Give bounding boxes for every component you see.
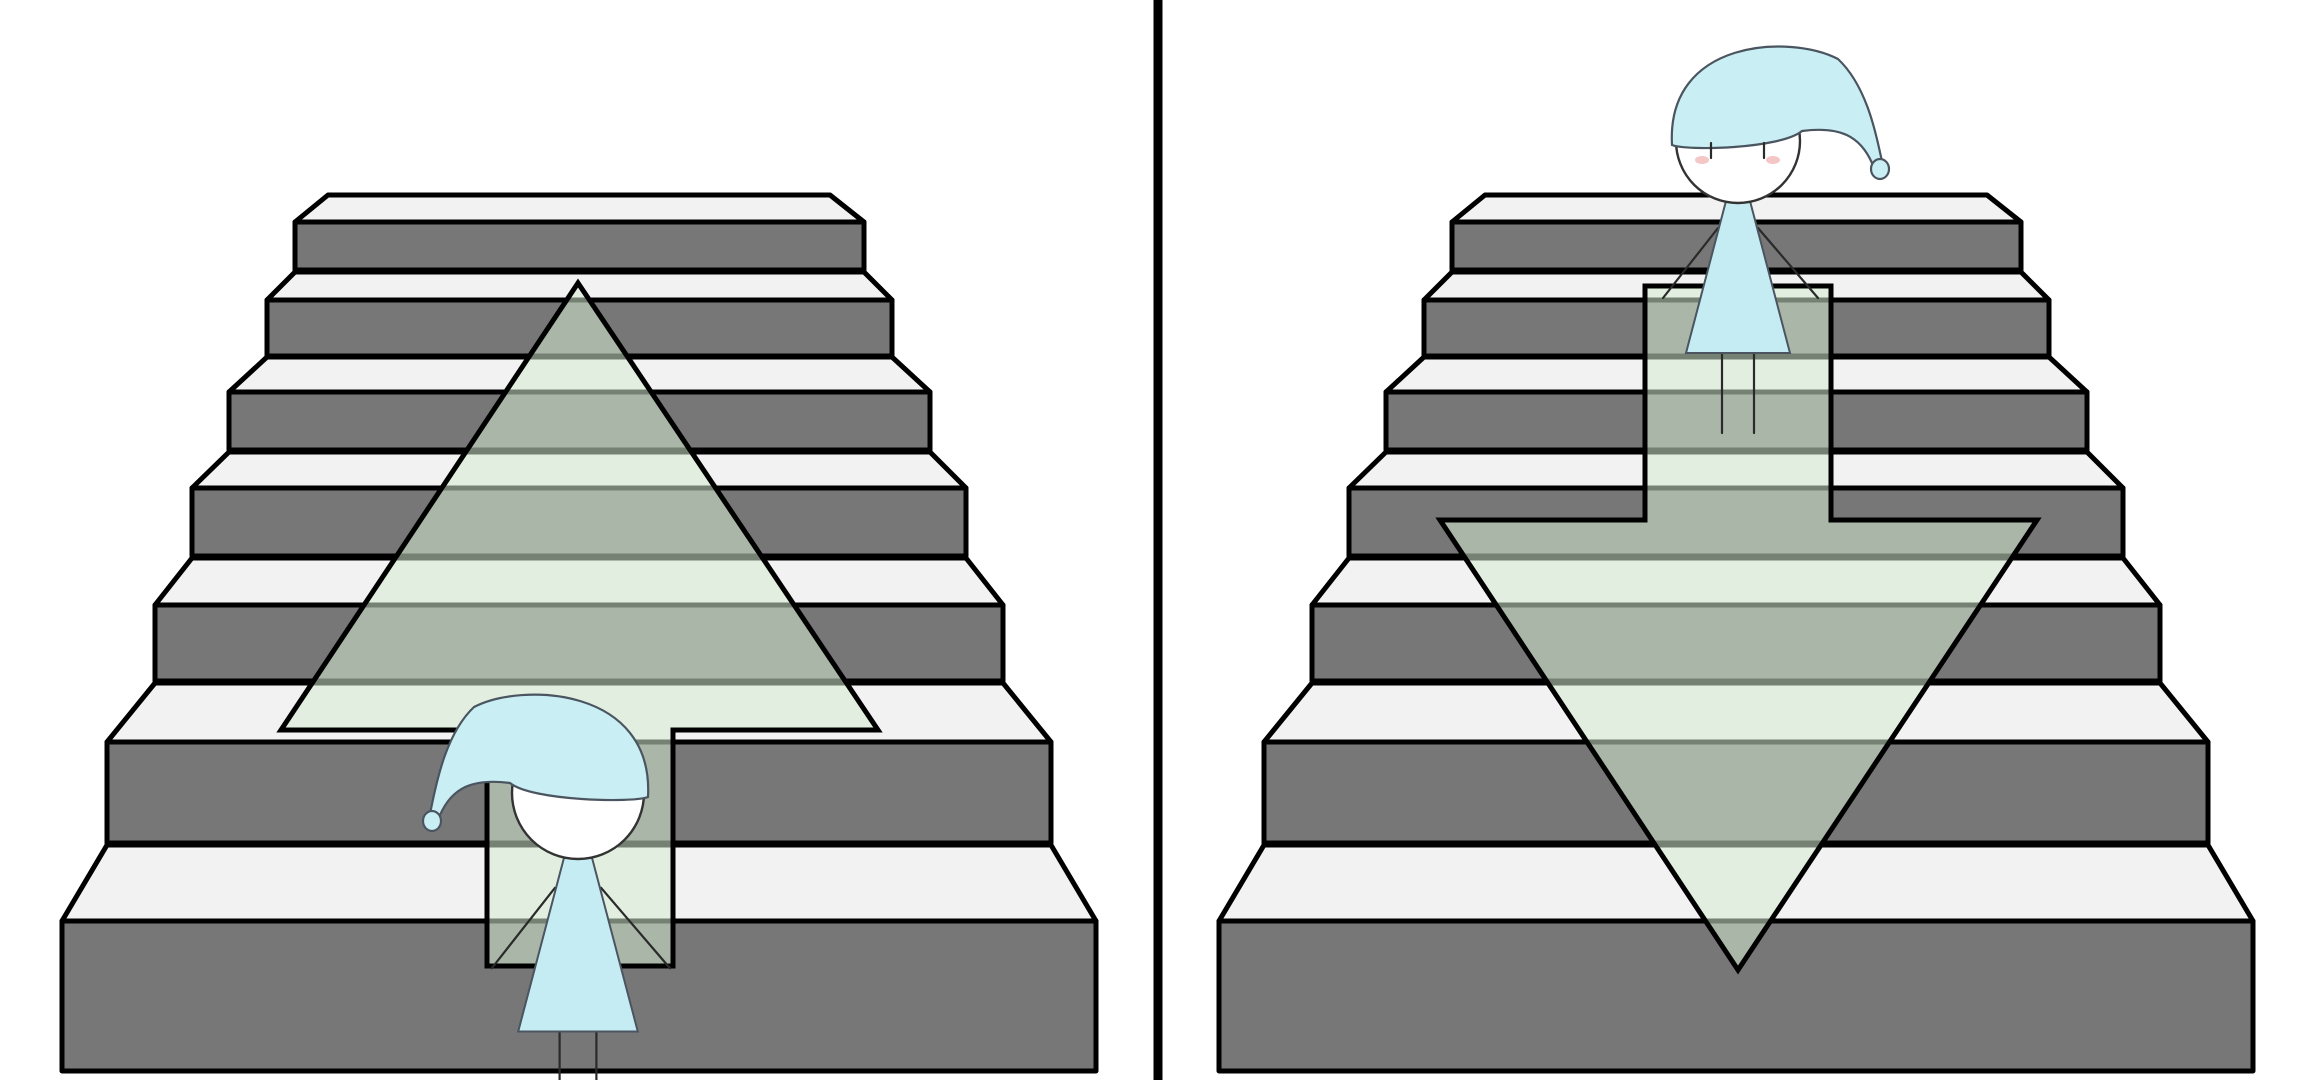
down-arrow xyxy=(1435,283,2042,975)
stair-tread xyxy=(292,192,867,225)
person-legs xyxy=(558,1018,598,1080)
nightcap-hat xyxy=(1670,45,1891,181)
stair-riser xyxy=(292,219,867,273)
person-arms xyxy=(490,886,672,970)
nightcap-hat xyxy=(421,693,650,833)
person-legs xyxy=(1720,341,1756,435)
person-at-bottom xyxy=(421,693,672,1080)
left-panel-going-up xyxy=(59,192,1099,1080)
person-face xyxy=(1695,141,1780,164)
right-panel-going-down xyxy=(1216,45,2256,1074)
person-at-top xyxy=(1661,45,1891,435)
person-arms xyxy=(1661,226,1820,300)
